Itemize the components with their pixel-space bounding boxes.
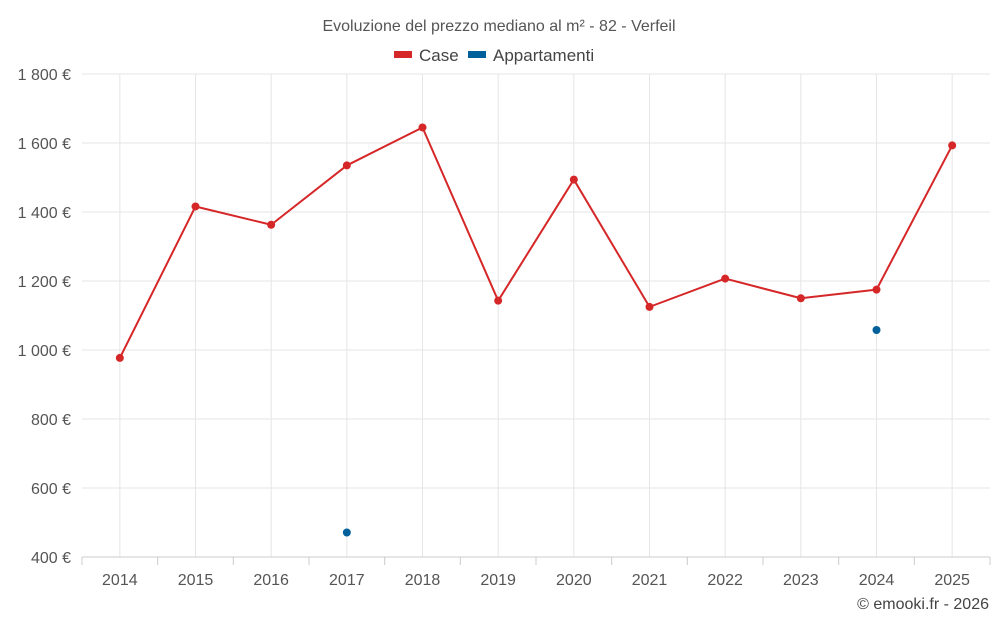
y-tick-label: 1 400 € bbox=[18, 205, 71, 222]
x-tick-label: 2016 bbox=[253, 572, 289, 589]
data-point-case-2018[interactable] bbox=[418, 123, 427, 132]
series-case bbox=[115, 123, 957, 362]
data-point-case-2017[interactable] bbox=[342, 161, 351, 170]
x-tick-label: 2017 bbox=[329, 572, 365, 589]
x-tick-label: 2025 bbox=[934, 572, 970, 589]
y-tick-label: 400 € bbox=[31, 550, 71, 567]
y-tick-label: 1 800 € bbox=[18, 67, 71, 84]
data-point-case-2015[interactable] bbox=[191, 202, 200, 211]
y-tick-label: 600 € bbox=[31, 481, 71, 498]
data-point-appartamenti-2017[interactable] bbox=[342, 528, 351, 537]
y-tick-label: 800 € bbox=[31, 412, 71, 429]
y-tick-label: 1 000 € bbox=[18, 343, 71, 360]
x-tick-label: 2021 bbox=[632, 572, 668, 589]
data-point-case-2020[interactable] bbox=[569, 175, 578, 184]
x-tick-label: 2020 bbox=[556, 572, 592, 589]
data-point-case-2019[interactable] bbox=[494, 296, 503, 305]
chart-title: Evoluzione del prezzo mediano al m² - 82… bbox=[322, 18, 675, 35]
data-point-case-2016[interactable] bbox=[267, 220, 276, 229]
x-tick-label: 2019 bbox=[480, 572, 516, 589]
grid bbox=[82, 73, 990, 557]
chart-credit: © emooki.fr - 2026 bbox=[857, 596, 989, 613]
axes: 400 € 600 € 800 € 1 000 € 1 200 € 1 400 € 1 60… bbox=[18, 67, 991, 589]
x-tick-label: 2022 bbox=[707, 572, 743, 589]
data-point-appartamenti-2024[interactable] bbox=[872, 325, 881, 334]
legend-swatch-appartamenti bbox=[468, 51, 486, 58]
y-tick-label: 1 600 € bbox=[18, 136, 71, 153]
legend-label-appartamenti[interactable]: Appartamenti bbox=[493, 46, 594, 65]
x-tick-label: 2014 bbox=[102, 572, 138, 589]
series bbox=[115, 123, 957, 537]
x-tick-label: 2015 bbox=[178, 572, 214, 589]
y-tick-label: 1 200 € bbox=[18, 274, 71, 291]
legend-swatch-case bbox=[394, 51, 412, 58]
series-line-case bbox=[118, 126, 954, 359]
data-point-case-2024[interactable] bbox=[872, 285, 881, 294]
data-point-case-2022[interactable] bbox=[721, 274, 730, 283]
series-appartamenti bbox=[342, 325, 881, 537]
data-point-case-2021[interactable] bbox=[645, 302, 654, 311]
data-point-case-2025[interactable] bbox=[948, 141, 957, 150]
legend: Case Appartamenti bbox=[394, 46, 594, 65]
data-point-case-2014[interactable] bbox=[115, 353, 124, 362]
x-tick-label: 2018 bbox=[405, 572, 441, 589]
data-point-case-2023[interactable] bbox=[796, 294, 805, 303]
x-tick-label: 2024 bbox=[859, 572, 895, 589]
legend-label-case[interactable]: Case bbox=[419, 46, 459, 65]
x-tick-label: 2023 bbox=[783, 572, 819, 589]
